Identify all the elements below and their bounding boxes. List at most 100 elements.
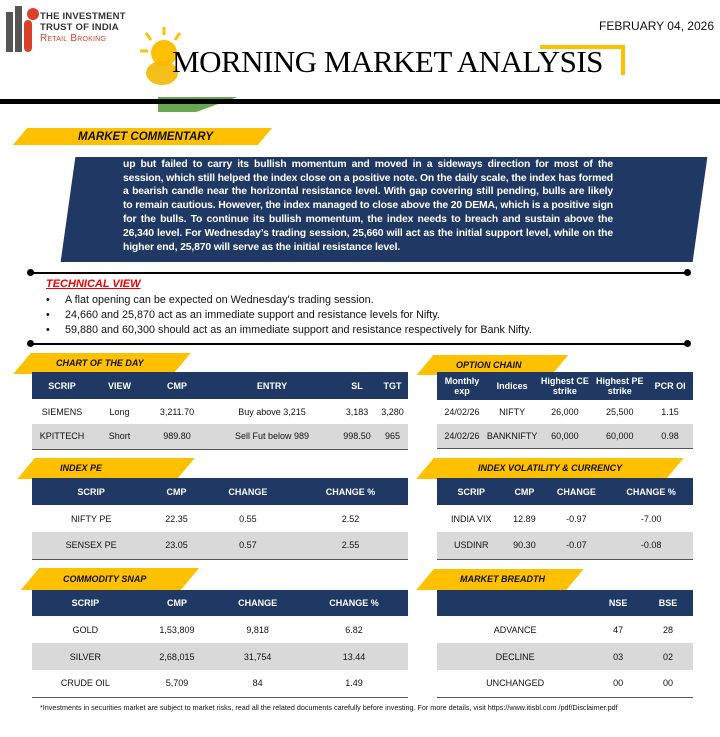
table-cell: USDINR — [437, 532, 506, 559]
table-cell: 28 — [663, 624, 674, 635]
table-cell: 26,000 — [551, 407, 579, 417]
commentary-text: In Tuesday’s trading session, following … — [123, 145, 613, 253]
column-header: Highest CE strike — [537, 372, 593, 400]
chart-of-day-heading: CHART OF THE DAY — [56, 358, 144, 368]
logo-text: THE INVESTMENT TRUST OF INDIA Retail Bro… — [40, 11, 126, 44]
decor-bar — [621, 45, 625, 75]
divider-dot — [27, 340, 34, 347]
table-cell: Buy above 3,215 — [238, 406, 306, 417]
table-cell: 13.44 — [300, 643, 408, 670]
chart-of-day-table: SCRIP VIEW CMP ENTRY SL TGT SIEMENS Long 3,211.7… — [32, 372, 408, 450]
table-cell: 3,211.70 — [159, 406, 195, 417]
table-row: KPITTECH Short 989.80 Sell Fut below 989 998… — [32, 424, 408, 449]
table-cell: SIEMENS — [41, 406, 83, 417]
table-cell: 3,183 — [345, 406, 369, 417]
table-cell: 60,000 — [537, 424, 593, 448]
table-cell: SILVER — [32, 643, 139, 670]
table-cell: KPITTECH — [32, 424, 92, 449]
column-header: SCRIP — [32, 478, 151, 505]
column-header: NSE — [593, 590, 644, 616]
table-cell: 6.82 — [345, 624, 363, 635]
column-header: CMP — [505, 478, 544, 505]
option-chain-table: Monthly exp Indices Highest CE strike Highe… — [437, 372, 693, 449]
table-cell: GOLD — [72, 624, 99, 635]
table-cell: 1.15 — [661, 407, 679, 417]
table-cell: 60,000 — [592, 424, 648, 448]
table-cell: 989.80 — [147, 424, 207, 449]
breadth-table: NSE BSE ADVANCE 47 28 DECLINE 03 02 UNCHANGED 00 0… — [437, 590, 693, 698]
table-cell: Long — [109, 406, 130, 417]
index-pe-table: SCRIP CMP CHANGE CHANGE % NIFTY PE 22.35 0.55 2… — [32, 478, 408, 560]
page-title: MORNING MARKET ANALYSIS — [172, 44, 603, 79]
table-cell: 0.57 — [202, 532, 294, 559]
table-cell: -0.97 — [566, 513, 587, 524]
column-header: CHANGE — [543, 478, 610, 505]
column-header: CHANGE — [215, 590, 301, 616]
column-header: CHANGE % — [293, 478, 408, 505]
table-row: 24/02/26 BANKNIFTY 60,000 60,000 0.98 — [437, 424, 693, 448]
table-cell: -7.00 — [640, 513, 662, 524]
logo-line2: TRUST OF INDIA — [40, 22, 119, 33]
table-cell: 0.98 — [647, 424, 693, 448]
table-cell: Sell Fut below 989 — [207, 424, 337, 449]
table-row: DECLINE 03 02 — [437, 643, 693, 670]
table-row: 24/02/26 NIFTY 26,000 25,500 1.15 — [437, 400, 693, 424]
table-cell: 1.49 — [345, 678, 363, 689]
table-cell: -0.07 — [543, 532, 610, 559]
table-cell: 23.05 — [150, 532, 203, 559]
index-pe-heading: INDEX PE — [60, 463, 103, 473]
breadth-heading: MARKET BREADTH — [460, 574, 545, 584]
table-cell: 24/02/26 — [437, 424, 487, 448]
logo-line1: THE INVESTMENT — [40, 11, 126, 22]
column-header: TGT — [377, 372, 408, 399]
table-cell: 31,754 — [215, 643, 301, 670]
column-header: ENTRY — [207, 372, 337, 399]
table-row: SILVER 2,68,015 31,754 13.44 — [32, 643, 408, 670]
table-cell: 9,818 — [246, 624, 269, 635]
column-header: CMP — [138, 590, 216, 616]
table-cell: 00 — [663, 678, 674, 689]
logo-icon — [6, 6, 39, 52]
table-row: GOLD 1,53,809 9,818 6.82 — [32, 616, 408, 643]
column-header: CMP — [150, 478, 203, 505]
column-header: SCRIP — [437, 478, 506, 505]
table-header-row: SCRIP CMP CHANGE CHANGE % — [32, 590, 408, 616]
table-header-row: NSE BSE — [437, 590, 693, 616]
decor-bar — [540, 45, 625, 49]
column-header: CHANGE % — [609, 478, 693, 505]
commentary-heading: MARKET COMMENTARY — [78, 131, 214, 143]
column-header: Highest PE strike — [592, 372, 648, 400]
sun-cloud-icon — [140, 27, 182, 85]
table-cell: 03 — [593, 643, 644, 670]
table-row: NIFTY PE 22.35 0.55 2.52 — [32, 505, 408, 532]
table-cell: 1,53,809 — [159, 624, 195, 635]
table-cell: 2,68,015 — [138, 643, 216, 670]
table-row: ADVANCE 47 28 — [437, 616, 693, 643]
column-header: CHANGE — [202, 478, 294, 505]
table-cell: 90.30 — [505, 532, 544, 559]
table-cell: 2.52 — [341, 513, 360, 524]
column-header: Monthly exp — [437, 372, 487, 400]
divider-dot — [684, 340, 691, 347]
table-cell: SENSEX PE — [32, 532, 151, 559]
column-header: SCRIP — [32, 590, 139, 616]
volatility-heading: INDEX VOLATILITY & CURRENCY — [478, 463, 623, 473]
table-cell: 0.55 — [239, 513, 257, 524]
table-cell: INDIA VIX — [450, 513, 492, 524]
table-row: CRUDE OIL 5,709 84 1.49 — [32, 670, 408, 697]
table-row: SIEMENS Long 3,211.70 Buy above 3,215 3,183 3… — [32, 399, 408, 424]
column-header: CHANGE % — [300, 590, 408, 616]
column-header: PCR OI — [647, 372, 693, 400]
table-header-row: SCRIP CMP CHANGE CHANGE % — [437, 478, 693, 505]
table-cell: NIFTY PE — [71, 513, 112, 524]
table-header-row: SCRIP VIEW CMP ENTRY SL TGT — [32, 372, 408, 399]
table-cell: NIFTY — [499, 407, 526, 417]
table-header-row: SCRIP CMP CHANGE CHANGE % — [32, 478, 408, 505]
table-cell: 84 — [252, 678, 263, 689]
table-cell: 02 — [643, 643, 693, 670]
table-cell: BANKNIFTY — [486, 424, 538, 448]
list-item: 24,660 and 25,870 act as an immediate su… — [46, 308, 532, 323]
column-header: SL — [337, 372, 377, 399]
table-cell: 25,500 — [605, 407, 634, 417]
table-cell: 3,280 — [381, 406, 404, 417]
